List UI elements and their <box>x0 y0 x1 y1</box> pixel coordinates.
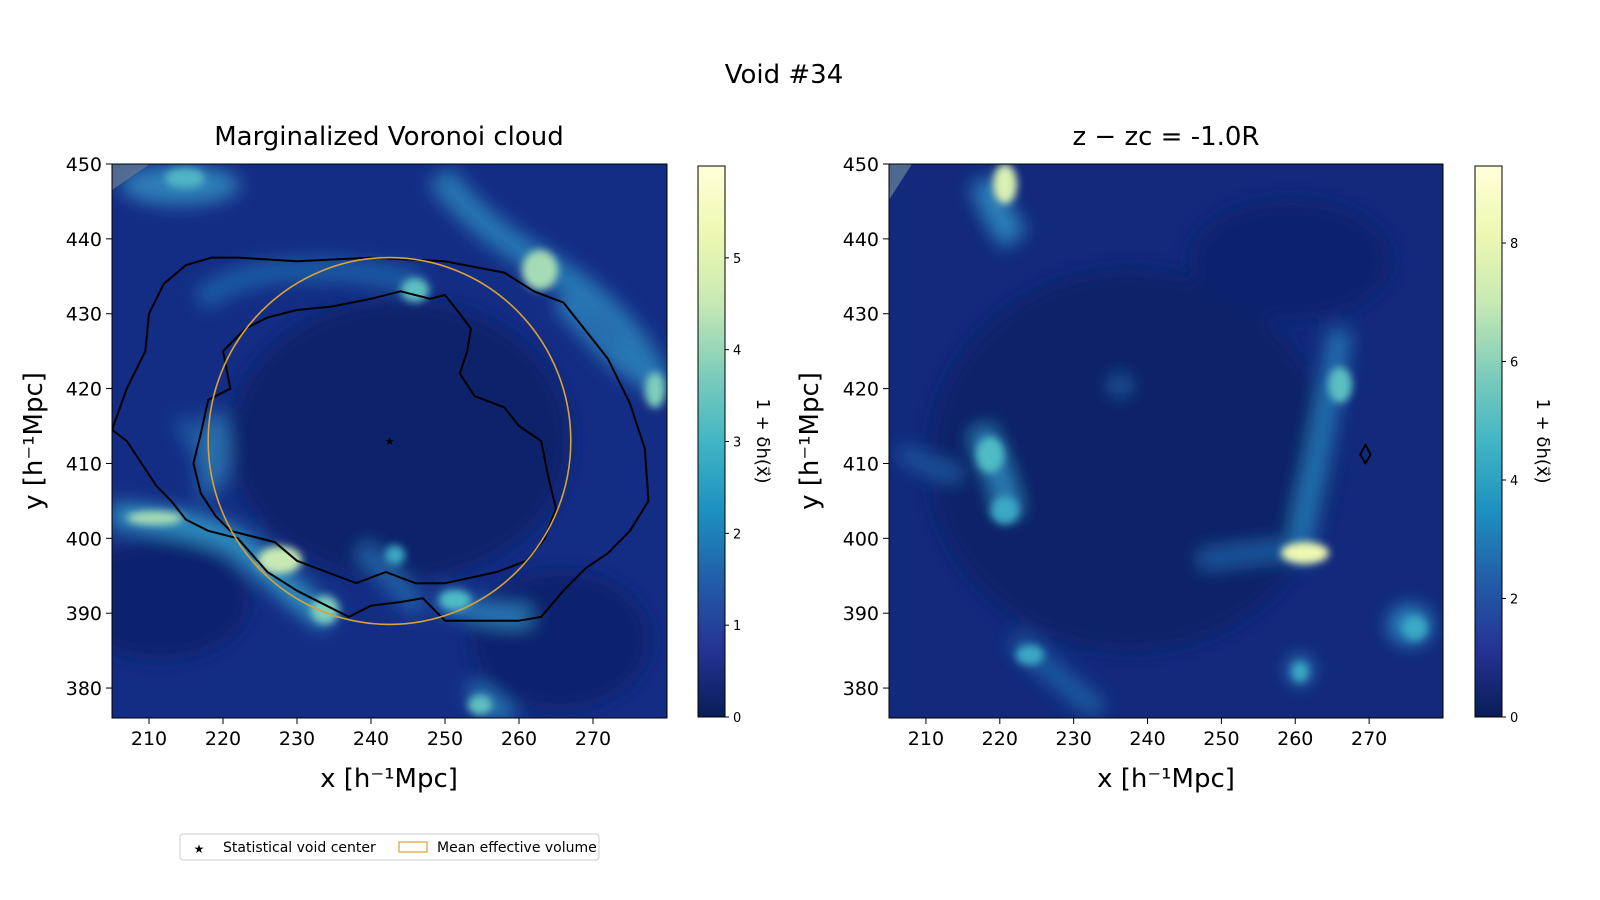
left-y-tick-label: 420 <box>66 379 102 401</box>
left-peak-3 <box>522 250 558 290</box>
left-panel-title: Marginalized Voronoi cloud <box>214 122 564 152</box>
legend-item-effective-volume: Mean effective volume <box>437 840 597 856</box>
left-colorbar-tick-label: 4 <box>733 344 741 359</box>
legend: ★ Statistical void center Mean effective… <box>179 833 600 861</box>
right-x-tick-label: 270 <box>1351 728 1387 750</box>
right-peak-4 <box>976 437 1004 473</box>
right-peak-1 <box>1281 542 1329 564</box>
right-y-tick-label: 420 <box>843 379 879 401</box>
right-colorbar-tick-label: 4 <box>1510 474 1518 489</box>
right-panel: z − zc = -1.0R <box>795 122 1553 794</box>
left-y-tick-label: 390 <box>66 603 102 625</box>
left-y-tick-label: 430 <box>66 304 102 326</box>
left-y-axis-label: y [h⁻¹Mpc] <box>19 372 49 510</box>
right-x-tick-label: 240 <box>1129 728 1165 750</box>
left-x-tick-label: 260 <box>501 728 537 750</box>
legend-item-void-center: Statistical void center <box>223 840 376 856</box>
right-y-tick-label: 390 <box>843 603 879 625</box>
left-x-tick-label: 270 <box>575 728 611 750</box>
left-x-tick-label: 220 <box>205 728 241 750</box>
right-panel-title: z − zc = -1.0R <box>1072 122 1259 152</box>
right-y-tick-label: 380 <box>843 678 879 700</box>
left-peak-6 <box>645 372 665 408</box>
right-colorbar: 0 2 4 6 8 1 + δh(x⃗) <box>1474 165 1553 726</box>
right-peak-2 <box>993 164 1017 204</box>
left-peak-1 <box>258 546 302 574</box>
left-colorbar-tick-label: 5 <box>733 252 741 267</box>
right-x-tick-label: 220 <box>982 728 1018 750</box>
left-panel: Marginalized Voronoi cloud <box>19 122 773 794</box>
left-colorbar-tick-label: 0 <box>733 711 741 726</box>
right-x-tick-label: 210 <box>908 728 944 750</box>
right-y-tick-label: 430 <box>843 304 879 326</box>
right-colorbar-tick-label: 2 <box>1510 593 1518 608</box>
right-density-field <box>889 164 1443 718</box>
right-peak-6 <box>1016 645 1044 665</box>
right-x-axis-label: x [h⁻¹Mpc] <box>1097 764 1235 794</box>
left-colorbar-label: 1 + δh(x⃗) <box>752 398 773 483</box>
right-y-tick-label: 410 <box>843 453 879 475</box>
legend-star-icon: ★ <box>194 842 205 856</box>
left-x-tick-label: 210 <box>131 728 167 750</box>
left-x-tick-label: 230 <box>279 728 315 750</box>
left-y-tick-label: 450 <box>66 154 102 176</box>
left-x-axis-label: x [h⁻¹Mpc] <box>320 764 458 794</box>
right-peak-3 <box>1328 367 1352 403</box>
left-y-tick-label: 440 <box>66 229 102 251</box>
right-y-tick-label: 450 <box>843 154 879 176</box>
effective-volume-circle <box>207 256 572 626</box>
left-y-tick-label: 410 <box>66 453 102 475</box>
right-y-tick-label: 440 <box>843 229 879 251</box>
left-x-tick-label: 250 <box>427 728 463 750</box>
right-y-axis-label: y [h⁻¹Mpc] <box>795 372 825 510</box>
right-y-tick-label: 400 <box>843 528 879 550</box>
left-y-tick-label: 380 <box>66 678 102 700</box>
left-contour-lines <box>112 256 650 622</box>
right-colorbar-tick-label: 6 <box>1510 356 1518 371</box>
right-x-tick-label: 230 <box>1056 728 1092 750</box>
legend-rectangle-icon <box>398 841 428 853</box>
left-y-tick-label: 400 <box>66 528 102 550</box>
left-peak-5 <box>311 596 339 624</box>
legend-frame <box>179 833 600 861</box>
right-colorbar-tick-label: 0 <box>1510 711 1518 726</box>
left-colorbar-tick-label: 2 <box>733 527 741 542</box>
right-colorbar-label: 1 + δh(x⃗) <box>1532 398 1553 483</box>
left-contour-1 <box>112 256 650 622</box>
void-center-star-icon: ★ <box>385 435 395 448</box>
left-peak-7 <box>439 590 471 610</box>
left-colorbar: 0 1 2 3 4 5 1 + δh(x⃗) <box>697 165 773 726</box>
right-peak-7 <box>1403 616 1427 640</box>
left-axes-frame <box>111 163 668 719</box>
right-peak-5 <box>1292 662 1308 682</box>
right-axes-frame <box>888 163 1444 719</box>
left-peak-2 <box>127 511 183 525</box>
right-x-tick-label: 250 <box>1203 728 1239 750</box>
left-colorbar-tick-label: 3 <box>733 436 741 451</box>
left-contour-2 <box>192 290 557 585</box>
right-x-tick-label: 260 <box>1277 728 1313 750</box>
left-colorbar-tick-label: 1 <box>733 619 741 634</box>
right-colorbar-tick-label: 8 <box>1510 237 1518 252</box>
left-x-tick-label: 240 <box>353 728 389 750</box>
figure-title: Void #34 <box>725 60 844 90</box>
right-contour-1 <box>1359 443 1372 465</box>
left-density-field: ★ <box>112 164 667 718</box>
left-void-interior <box>230 300 570 580</box>
right-contour-lines <box>1359 443 1372 465</box>
